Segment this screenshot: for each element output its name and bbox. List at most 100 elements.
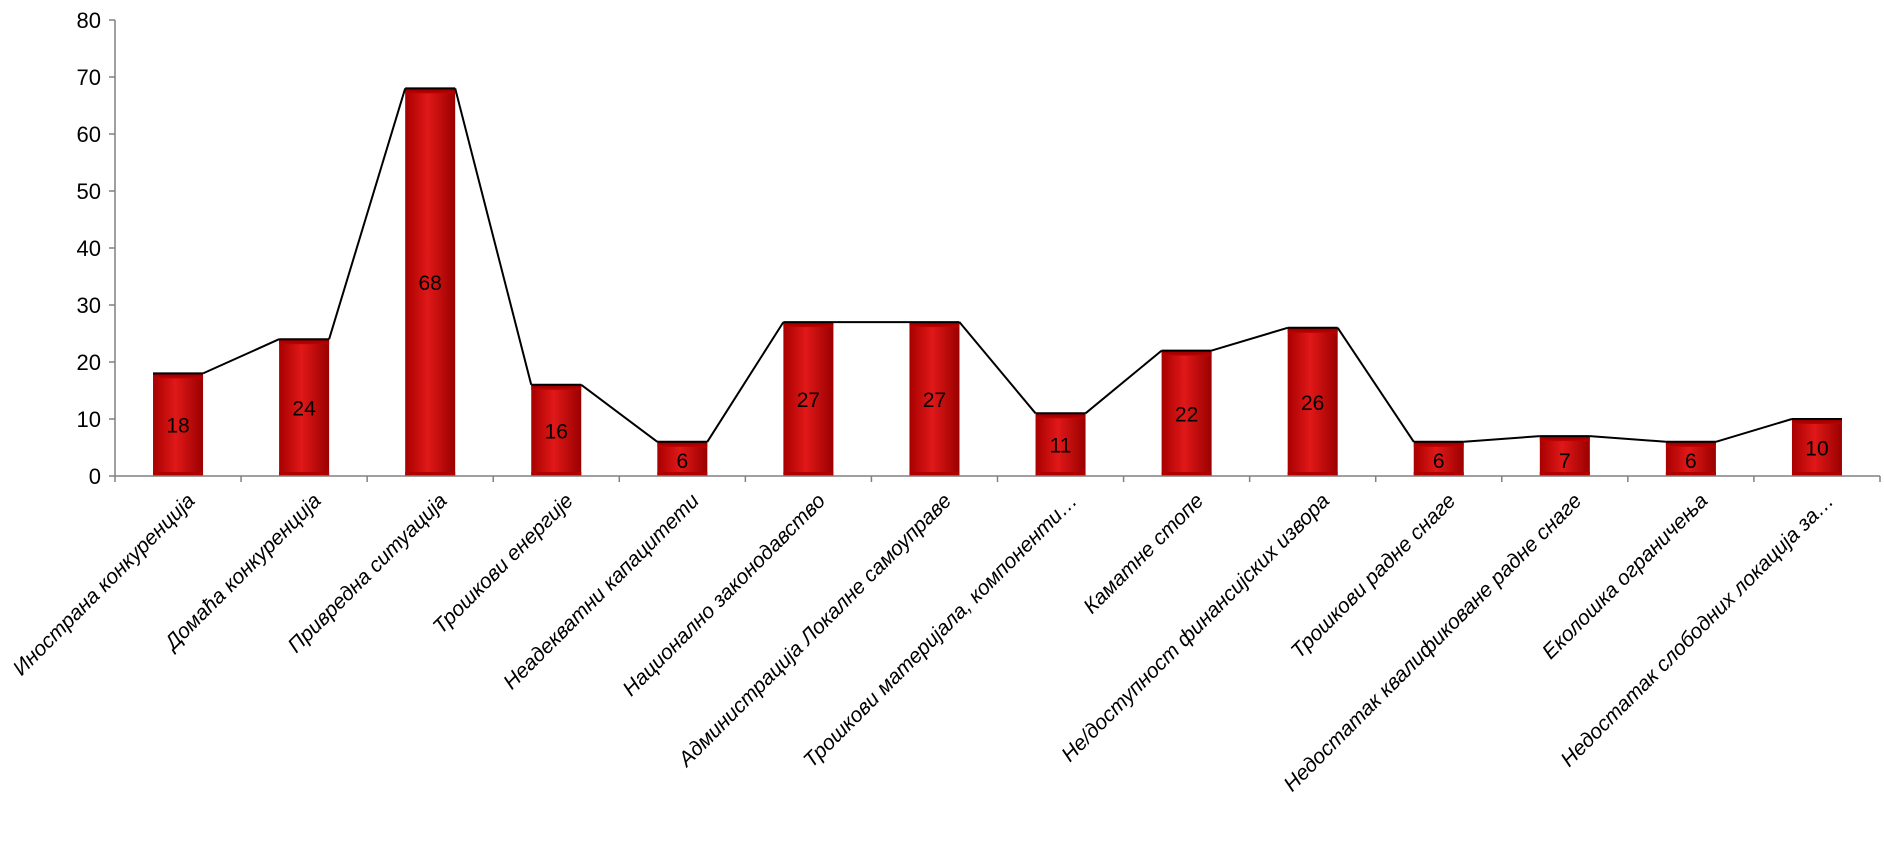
bar-base [1161, 472, 1212, 476]
bar [1035, 413, 1086, 476]
bar [279, 339, 330, 476]
bar-body [783, 322, 834, 476]
data-label: 10 [1805, 438, 1828, 461]
overlay-segment [1211, 326, 1288, 352]
bar-base [783, 472, 834, 476]
bar [783, 322, 834, 476]
bar [1539, 436, 1590, 476]
data-label: 68 [418, 272, 441, 295]
bar-top-cap [405, 88, 456, 94]
bar-base [909, 472, 960, 476]
data-label: 7 [1559, 450, 1571, 473]
overlay-segment [1463, 435, 1540, 443]
bar-body [909, 322, 960, 476]
data-labels: 18 24 68 16 6 27 27 11 22 26 6 7 6 10 [166, 272, 1828, 473]
y-tick-label: 0 [89, 464, 101, 489]
y-tick-label: 40 [77, 236, 101, 261]
category-label: Администрација Локалне самоуправе [673, 489, 956, 772]
bar-top-cap [1413, 441, 1464, 447]
bar-base [153, 472, 204, 476]
bar-body [1413, 441, 1464, 476]
bar [1413, 441, 1464, 476]
bar-base [1539, 472, 1590, 476]
category-label: Каматне стопе [1079, 489, 1208, 618]
bar [1665, 441, 1716, 476]
bar-base [531, 472, 582, 476]
bar-base [1413, 472, 1464, 476]
overlay-segment [1589, 435, 1666, 443]
bar [1791, 419, 1842, 476]
bars [153, 88, 1842, 477]
bar-base [1665, 472, 1716, 476]
overlay-segment [958, 321, 1037, 414]
bar-top-cap [1791, 419, 1842, 424]
y-axis: 0 10 20 30 40 50 60 70 80 [77, 8, 116, 489]
data-label: 27 [923, 389, 946, 412]
bar [909, 322, 960, 476]
bar [1287, 327, 1338, 476]
bar [657, 441, 708, 476]
bar-body [1035, 413, 1086, 476]
bar [531, 384, 582, 476]
bar [153, 373, 204, 476]
bar-body [1791, 419, 1842, 476]
data-label: 11 [1050, 435, 1072, 458]
y-tick-label: 50 [77, 179, 101, 204]
bar-base [279, 472, 330, 476]
y-tick-label: 60 [77, 122, 101, 147]
bar-top-cap [153, 373, 204, 379]
category-label: Недостатак слободних локација за… [1556, 489, 1838, 771]
category-label: Трошкови материјала, компоненти… [799, 489, 1082, 772]
bar-base [1287, 472, 1338, 476]
data-label: 26 [1301, 392, 1324, 415]
category-label: Не/доступност финансијских извора [1057, 489, 1334, 766]
bar-top-cap [783, 322, 834, 328]
bar-top-cap [1539, 436, 1590, 442]
y-tick-label: 80 [77, 8, 101, 33]
bar [405, 88, 456, 477]
y-tick-label: 30 [77, 293, 101, 318]
data-label: 24 [292, 398, 316, 421]
bar-base [1791, 472, 1842, 476]
bar-body [405, 88, 456, 477]
bar-body [531, 384, 582, 476]
bar-body [1665, 441, 1716, 476]
bar-body [279, 339, 330, 476]
bar-base [1035, 472, 1086, 476]
bar-top-cap [1665, 441, 1716, 447]
overlay-segment [580, 383, 658, 443]
overlay-segment [1336, 327, 1415, 443]
bar-top-cap [1035, 413, 1086, 419]
y-tick-label: 70 [77, 65, 101, 90]
overlay-segment [706, 321, 785, 443]
bar-body [153, 373, 204, 476]
overlay-segment [1084, 349, 1163, 415]
bar-top-cap [657, 441, 708, 447]
bar-body [1287, 327, 1338, 476]
category-label: Иностранa конкуренција [9, 489, 200, 680]
overlay-line-group [153, 87, 1842, 443]
bar-body [1161, 350, 1212, 476]
bar-top-cap [1161, 350, 1212, 356]
y-tick-label: 20 [77, 350, 101, 375]
data-label: 18 [166, 415, 189, 438]
bar-top-cap [909, 322, 960, 328]
overlay-segment [328, 88, 407, 340]
bar-top-cap [1287, 327, 1338, 333]
bar-body [1539, 436, 1590, 476]
bar [1161, 350, 1212, 476]
y-tick-label: 10 [77, 407, 101, 432]
data-label: 6 [1685, 450, 1697, 473]
data-label: 6 [676, 450, 688, 473]
bar-base [657, 472, 708, 476]
bar-base [405, 472, 456, 476]
data-label: 22 [1175, 403, 1198, 426]
overlay-segment [454, 88, 533, 386]
category-label: Трошкови енергије [429, 489, 578, 638]
overlay-segment [202, 338, 280, 375]
bar-body [657, 441, 708, 476]
data-label: 27 [797, 389, 820, 412]
data-label: 6 [1433, 450, 1445, 473]
